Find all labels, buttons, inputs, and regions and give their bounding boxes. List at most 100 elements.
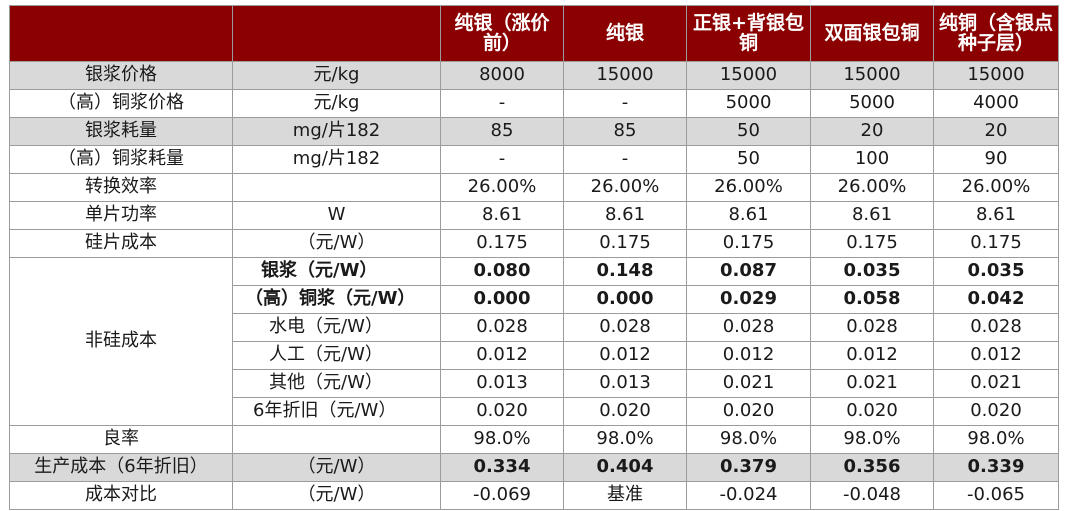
cell-value: 0.021	[686, 369, 811, 398]
row-unit: mg/片182	[232, 117, 441, 146]
cell-value: 0.035	[810, 257, 934, 286]
cell-value: 0.012	[563, 341, 687, 370]
header-pure-silver: 纯银	[563, 5, 687, 62]
header-pure-silver-pre: 纯银（涨价前）	[440, 5, 564, 62]
cell-value: 0.175	[933, 229, 1059, 258]
header-blank-2	[232, 5, 441, 62]
cell-value: 0.042	[933, 285, 1059, 314]
cell-value: 15000	[686, 61, 811, 90]
cell-value: -	[563, 89, 687, 118]
cell-value: 0.175	[440, 229, 564, 258]
cell-value: 0.175	[810, 229, 934, 258]
cell-value: 0.012	[686, 341, 811, 370]
cell-value: 98.0%	[686, 425, 811, 454]
row-unit: 元/kg	[232, 61, 441, 90]
row-unit: （元/W）	[232, 229, 441, 258]
cell-value: -0.048	[810, 481, 934, 510]
row-unit	[232, 425, 441, 454]
cell-value: -	[440, 89, 564, 118]
cell-value: -0.065	[933, 481, 1059, 510]
header-row: 纯银（涨价前） 纯银 正银+背银包铜 双面银包铜 纯铜（含银点种子层）	[9, 5, 1059, 62]
row-nonsi-silver-paste: 非硅成本 银浆（元/W） 0.080 0.148 0.087 0.035 0.0…	[9, 257, 1059, 426]
cell-value: 0.028	[563, 313, 687, 342]
cell-value: 0.148	[563, 257, 687, 286]
cell-value: 26.00%	[933, 173, 1059, 202]
cell-value: 0.012	[810, 341, 934, 370]
cell-value: 5000	[686, 89, 811, 118]
cell-value: 4000	[933, 89, 1059, 118]
cell-value: 26.00%	[440, 173, 564, 202]
row-label: 银浆耗量	[9, 117, 233, 146]
cell-value: 0.058	[810, 285, 934, 314]
row-nonsi-labor: 人工（元/W） 0.012 0.012 0.012 0.012 0.012	[10, 341, 1059, 370]
cell-value: 0.020	[933, 397, 1059, 426]
cell-value: 26.00%	[810, 173, 934, 202]
row-nonsi-other: 其他（元/W） 0.013 0.013 0.021 0.021 0.021	[10, 369, 1059, 398]
cell-value: -	[440, 145, 564, 174]
cell-value: 85	[563, 117, 687, 146]
cell-value: 0.175	[563, 229, 687, 258]
cell-value: 0.035	[933, 257, 1059, 286]
cell-value: 0.020	[563, 397, 687, 426]
row-wafer-power: 单片功率 W 8.61 8.61 8.61 8.61 8.61	[9, 201, 1059, 230]
cell-value: 90	[933, 145, 1059, 174]
nonsi-cost-label: 非硅成本	[9, 257, 233, 426]
cell-value: 0.012	[440, 341, 564, 370]
header-blank-1	[9, 5, 233, 62]
row-unit: 元/kg	[232, 89, 441, 118]
header-double-silver-coated-copper: 双面银包铜	[810, 5, 934, 62]
cell-value: 50	[686, 145, 811, 174]
cell-value: 8.61	[810, 201, 934, 230]
cell-value: 0.028	[440, 313, 564, 342]
cell-value: 8.61	[686, 201, 811, 230]
row-label: （高）铜浆耗量	[9, 145, 233, 174]
cell-value: 98.0%	[933, 425, 1059, 454]
cell-value: 0.028	[810, 313, 934, 342]
cell-value: 100	[810, 145, 934, 174]
row-label: （高）铜浆（元/W）	[232, 285, 441, 314]
cell-value: 0.175	[686, 229, 811, 258]
cell-value: 0.080	[440, 257, 564, 286]
cell-value: 0.087	[686, 257, 811, 286]
cell-value: 0.000	[440, 285, 564, 314]
header-pure-copper: 纯铜（含银点种子层）	[933, 5, 1059, 62]
cell-value: 8.61	[440, 201, 564, 230]
cell-value: 26.00%	[686, 173, 811, 202]
cell-value: 85	[440, 117, 564, 146]
cell-value: 20	[810, 117, 934, 146]
row-unit: W	[232, 201, 441, 230]
cell-value: 0.021	[810, 369, 934, 398]
cell-value: 0.020	[440, 397, 564, 426]
row-label: 良率	[9, 425, 233, 454]
cell-value: 0.000	[563, 285, 687, 314]
cell-value: 98.0%	[563, 425, 687, 454]
row-label: 6年折旧（元/W）	[232, 397, 441, 426]
cell-value: 0.356	[810, 453, 934, 482]
row-nonsi-depreciation: 6年折旧（元/W） 0.020 0.020 0.020 0.020 0.020	[10, 397, 1059, 426]
row-cost-comparison: 成本对比 （元/W） -0.069 基准 -0.024 -0.048 -0.06…	[9, 481, 1059, 510]
row-conversion-efficiency: 转换效率 26.00% 26.00% 26.00% 26.00% 26.00%	[9, 173, 1059, 202]
cell-value: 15000	[563, 61, 687, 90]
cell-value: 0.029	[686, 285, 811, 314]
row-label: （高）铜浆价格	[9, 89, 233, 118]
row-label: 人工（元/W）	[232, 341, 441, 370]
row-label: 单片功率	[9, 201, 233, 230]
cell-value: 0.379	[686, 453, 811, 482]
row-silver-paste-consumption: 银浆耗量 mg/片182 85 85 50 20 20	[9, 117, 1059, 146]
cell-value: 0.012	[933, 341, 1059, 370]
cell-value: 98.0%	[810, 425, 934, 454]
row-nonsi-copper-paste: （高）铜浆（元/W） 0.000 0.000 0.029 0.058 0.042	[10, 285, 1059, 314]
cell-value: 20	[933, 117, 1059, 146]
cell-value: 5000	[810, 89, 934, 118]
cell-value: 基准	[563, 481, 687, 510]
cell-value: 26.00%	[563, 173, 687, 202]
cell-value: 15000	[810, 61, 934, 90]
cell-value: 8000	[440, 61, 564, 90]
cell-value: 0.339	[933, 453, 1059, 482]
row-label: 生产成本（6年折旧）	[9, 453, 233, 482]
row-wafer-cost: 硅片成本 （元/W） 0.175 0.175 0.175 0.175 0.175	[9, 229, 1059, 258]
row-silver-paste-price: 银浆价格 元/kg 8000 15000 15000 15000 15000	[9, 61, 1059, 90]
row-label: 银浆（元/W）	[232, 257, 441, 286]
cell-value: 0.013	[440, 369, 564, 398]
cell-value: 0.028	[686, 313, 811, 342]
